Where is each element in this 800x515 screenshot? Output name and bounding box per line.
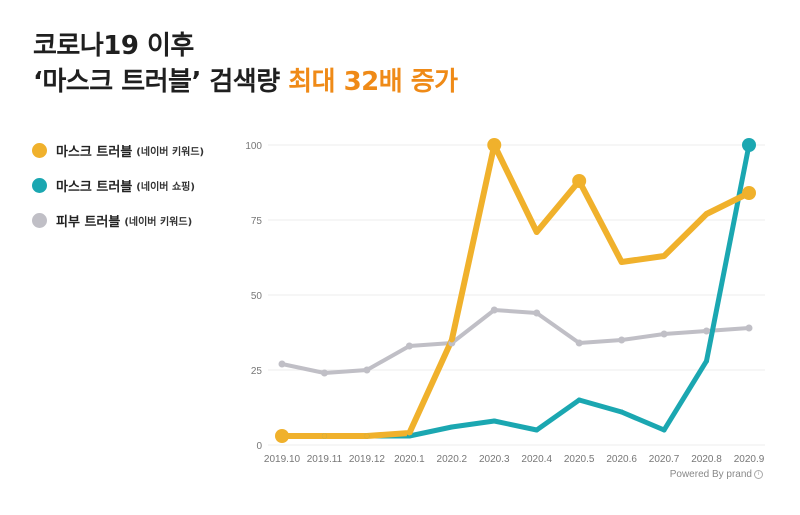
series-line bbox=[280, 308, 751, 375]
legend-label: 마스크 트러블 bbox=[56, 179, 133, 195]
x-tick-label: 2020.1 bbox=[394, 454, 425, 465]
legend-note: (네이버 키워드) bbox=[136, 146, 205, 158]
title-main: ‘마스크 트러블’ 검색량 bbox=[33, 67, 289, 97]
data-point bbox=[575, 339, 583, 347]
y-tick-label: 50 bbox=[251, 291, 263, 302]
title-line-2: ‘마스크 트러블’ 검색량 최대 32배 증가 bbox=[33, 64, 458, 100]
data-point bbox=[742, 186, 756, 200]
data-point bbox=[406, 430, 412, 436]
x-tick-label: 2020.5 bbox=[564, 454, 595, 465]
data-point bbox=[660, 330, 668, 338]
powered-by-text: Powered By prand bbox=[669, 469, 752, 480]
data-point bbox=[704, 211, 710, 217]
x-tick-label: 2019.11 bbox=[307, 454, 343, 465]
data-point bbox=[405, 342, 413, 350]
legend-label: 마스크 트러블 bbox=[56, 144, 133, 160]
y-tick-label: 25 bbox=[251, 366, 263, 377]
data-point bbox=[275, 429, 289, 443]
y-tick-label: 100 bbox=[245, 141, 262, 152]
data-point bbox=[533, 309, 541, 317]
x-tick-label: 2019.10 bbox=[264, 454, 301, 465]
data-point bbox=[449, 337, 455, 343]
data-point bbox=[703, 327, 711, 335]
y-tick-label: 75 bbox=[251, 216, 263, 227]
title-highlight: 최대 32배 증가 bbox=[288, 67, 458, 97]
series-line bbox=[279, 142, 752, 439]
data-point bbox=[490, 306, 498, 314]
data-point bbox=[364, 433, 370, 439]
data-point bbox=[619, 409, 625, 415]
x-tick-label: 2020.4 bbox=[521, 454, 552, 465]
legend-note: (네이버 키워드) bbox=[124, 216, 193, 228]
chart-legend: 마스크 트러블 (네이버 키워드) 마스크 트러블 (네이버 쇼핑) 피부 트러… bbox=[32, 134, 204, 239]
data-point bbox=[321, 433, 327, 439]
data-point bbox=[449, 424, 455, 430]
legend-dot bbox=[32, 212, 47, 228]
legend-label: 피부 트러블 bbox=[56, 214, 121, 230]
legend-item-mask-keyword: 마스크 트러블 (네이버 키워드) bbox=[32, 134, 204, 166]
x-tick-label: 2020.3 bbox=[479, 454, 510, 465]
x-tick-label: 2020.2 bbox=[437, 454, 468, 465]
data-point bbox=[576, 397, 582, 403]
data-point bbox=[320, 369, 328, 377]
data-point bbox=[491, 418, 497, 424]
legend-dot bbox=[32, 142, 47, 158]
data-point bbox=[619, 259, 625, 265]
page-title: 코로나19 이후 ‘마스크 트러블’ 검색량 최대 32배 증가 bbox=[33, 28, 458, 100]
data-point bbox=[363, 366, 371, 374]
powered-by: Powered By prand i bbox=[670, 469, 763, 480]
data-point bbox=[745, 324, 753, 332]
data-point bbox=[661, 427, 667, 433]
legend-item-skin-keyword: 피부 트러블 (네이버 키워드) bbox=[32, 204, 204, 236]
data-point bbox=[618, 336, 626, 344]
data-point bbox=[534, 427, 540, 433]
data-point bbox=[534, 229, 540, 235]
data-point bbox=[742, 138, 756, 152]
legend-item-mask-shopping: 마스크 트러블 (네이버 쇼핑) bbox=[32, 169, 204, 201]
legend-dot bbox=[32, 177, 47, 193]
data-point bbox=[487, 138, 502, 152]
data-point bbox=[572, 174, 587, 188]
info-icon[interactable]: i bbox=[754, 469, 763, 479]
x-tick-label: 2019.12 bbox=[349, 454, 386, 465]
title-line-1: 코로나19 이후 bbox=[33, 31, 194, 61]
y-tick-label: 0 bbox=[256, 441, 262, 452]
data-point bbox=[704, 358, 710, 364]
x-tick-label: 2020.7 bbox=[649, 454, 680, 465]
legend-note: (네이버 쇼핑) bbox=[136, 181, 195, 193]
x-tick-label: 2020.8 bbox=[691, 454, 722, 465]
data-point bbox=[278, 360, 286, 368]
x-tick-label: 2020.6 bbox=[606, 454, 637, 465]
x-tick-label: 2020.9 bbox=[734, 454, 765, 465]
data-point bbox=[661, 253, 667, 259]
